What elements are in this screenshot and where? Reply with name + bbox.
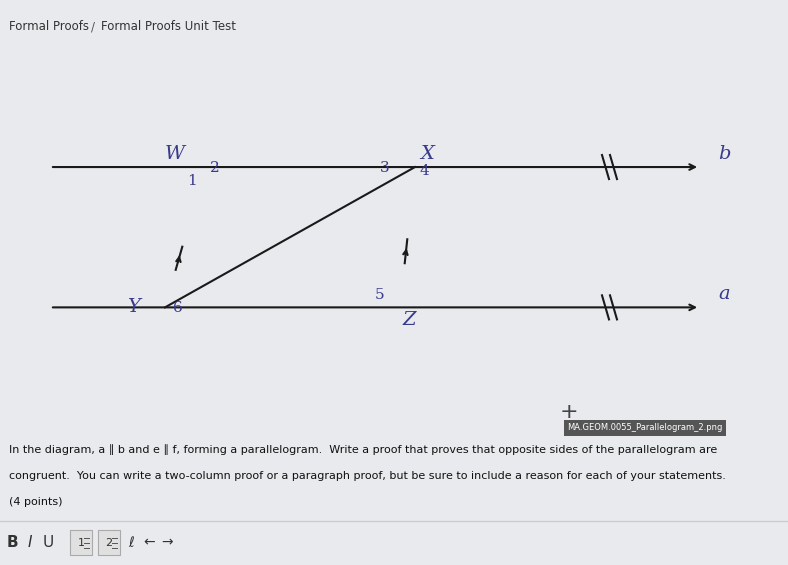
- Text: →: →: [162, 536, 173, 550]
- Text: /: /: [91, 20, 95, 33]
- Text: ℓ: ℓ: [128, 536, 134, 550]
- Bar: [98, 530, 120, 555]
- Text: 1: 1: [77, 538, 84, 548]
- Text: b: b: [718, 145, 730, 163]
- Text: 6: 6: [173, 301, 183, 315]
- Text: Z: Z: [403, 311, 417, 329]
- Text: congruent.  You can write a two-column proof or a paragraph proof, but be sure t: congruent. You can write a two-column pr…: [9, 471, 727, 481]
- Text: 4: 4: [420, 164, 429, 178]
- Text: X: X: [420, 145, 434, 163]
- Text: +: +: [560, 402, 578, 421]
- Text: ←: ←: [143, 536, 154, 550]
- Text: 1: 1: [187, 174, 197, 188]
- Text: Y: Y: [127, 298, 140, 316]
- Text: 3: 3: [380, 161, 389, 175]
- Text: 5: 5: [375, 288, 385, 302]
- Text: Formal Proofs Unit Test: Formal Proofs Unit Test: [101, 20, 236, 33]
- Text: 2: 2: [106, 538, 113, 548]
- Text: U: U: [43, 536, 54, 550]
- Text: MA.GEOM.0055_Parallelogram_2.png: MA.GEOM.0055_Parallelogram_2.png: [567, 423, 723, 432]
- Text: (4 points): (4 points): [9, 497, 63, 507]
- Text: a: a: [718, 285, 730, 303]
- Text: I: I: [28, 536, 32, 550]
- Text: Formal Proofs: Formal Proofs: [9, 20, 90, 33]
- Text: W: W: [165, 145, 185, 163]
- Text: 2: 2: [210, 161, 220, 175]
- Text: In the diagram, a ∥ b and e ∥ f, forming a parallelogram.  Write a proof that pr: In the diagram, a ∥ b and e ∥ f, forming…: [9, 445, 718, 455]
- Text: B: B: [6, 536, 18, 550]
- Bar: [70, 530, 92, 555]
